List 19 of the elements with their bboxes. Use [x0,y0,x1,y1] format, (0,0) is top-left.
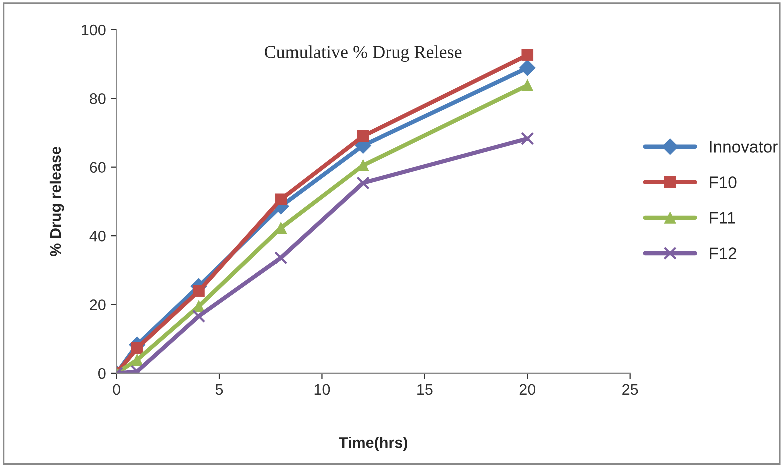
y-tick-label: 40 [90,230,106,242]
y-tick-label: 80 [90,94,106,104]
y-axis-title: % Drug release [50,147,64,257]
y-tick-label: 60 [90,162,106,174]
y-tick-label: 0 [98,368,106,380]
legend-label: F12 [710,248,737,260]
x-tick-label: 5 [216,384,224,396]
legend-label: F10 [710,176,737,188]
legend-label: F11 [710,212,736,224]
y-tick-label: 100 [82,24,106,36]
legend-label: Innovator [710,141,778,153]
y-tick-label: 20 [90,300,106,310]
x-tick-label: 10 [314,384,330,396]
x-tick-label: 25 [622,384,638,396]
x-tick-label: 20 [520,384,536,396]
x-axis-title: Time(hrs) [339,437,408,452]
x-tick-label: 0 [113,384,120,396]
text: Cumulative % Drug Relese [265,46,462,62]
x-tick-label: 15 [418,384,433,396]
